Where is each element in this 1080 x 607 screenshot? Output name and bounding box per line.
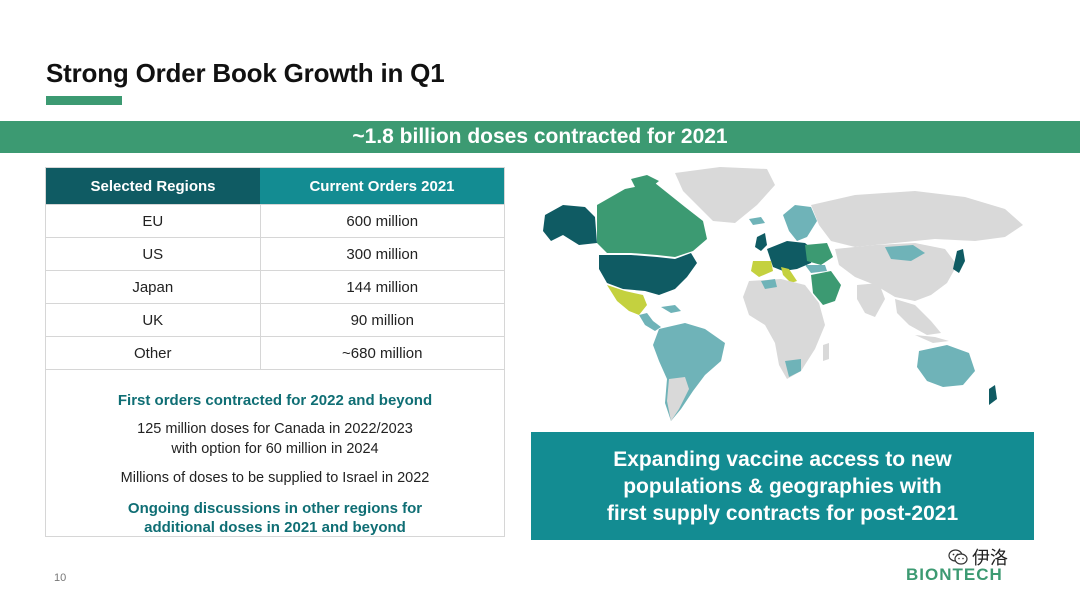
israel-note: Millions of doses to be supplied to Isra…: [120, 470, 430, 486]
page-number: 10: [54, 572, 67, 584]
orders-table: Selected Regions Current Orders 2021 EU …: [46, 168, 504, 370]
orders-cell: 300 million: [260, 237, 504, 271]
table-row: EU 600 million: [46, 204, 504, 238]
map-south-africa: [785, 359, 801, 377]
map-africa: [743, 279, 825, 379]
map-australia: [917, 345, 975, 387]
title-underline: [46, 96, 122, 105]
orders-cell: 600 million: [260, 204, 504, 238]
map-mexico: [607, 285, 647, 315]
map-europe: [767, 241, 815, 271]
wechat-watermark: 伊洛: [948, 544, 1008, 570]
ongoing-note: Ongoing discussions in other regions for…: [46, 499, 504, 537]
map-russia: [811, 191, 1023, 247]
map-middle-east: [811, 271, 841, 305]
map-usa: [599, 253, 697, 295]
map-central-america: [639, 313, 661, 331]
table-row: US 300 million: [46, 237, 504, 271]
header-regions: Selected Regions: [46, 168, 260, 205]
table-header-row: Selected Regions Current Orders 2021: [46, 168, 504, 205]
map-south-america: [653, 323, 725, 421]
watermark-text: 伊洛: [972, 548, 1008, 568]
region-cell: UK: [46, 303, 261, 337]
ongoing-line-1: Ongoing discussions in other regions for: [127, 500, 423, 517]
map-turkey: [805, 265, 827, 273]
orders-cell: 144 million: [260, 270, 504, 304]
ongoing-line-2: additional doses in 2021 and beyond: [144, 519, 406, 536]
table-row: UK 90 million: [46, 303, 504, 337]
map-iceland: [749, 217, 765, 225]
map-india: [857, 283, 885, 317]
world-map: [543, 167, 1023, 421]
map-asia: [835, 243, 957, 301]
map-indonesia: [915, 335, 949, 343]
callout-line-1: Expanding vaccine access to new: [613, 447, 952, 471]
region-cell: US: [46, 237, 261, 271]
region-cell: Other: [46, 336, 261, 370]
table-row: Other ~680 million: [46, 336, 504, 370]
map-caribbean: [661, 305, 681, 313]
orders-cell: 90 million: [260, 303, 504, 337]
table-row: Japan 144 million: [46, 270, 504, 304]
map-mongolia: [885, 245, 925, 261]
map-scandinavia: [783, 205, 817, 241]
canada-line-1: 125 million doses for Canada in 2022/202…: [137, 421, 413, 437]
map-argentina: [667, 377, 689, 421]
wechat-icon: [948, 549, 968, 565]
callout-box: Expanding vaccine access to new populati…: [531, 432, 1034, 540]
region-cell: Japan: [46, 270, 261, 304]
slide-title: Strong Order Book Growth in Q1: [46, 58, 445, 88]
banner-text: ~1.8 billion doses contracted for 2021: [352, 125, 728, 148]
map-se-asia: [895, 299, 941, 335]
table-bottom-rule: [46, 369, 504, 370]
map-italy: [781, 267, 797, 283]
map-iberia: [751, 261, 773, 277]
summary-banner: ~1.8 billion doses contracted for 2021: [0, 121, 1080, 153]
canada-line-2: with option for 60 million in 2024: [171, 441, 379, 457]
orders-panel: [45, 167, 505, 537]
map-north-africa: [761, 279, 777, 289]
callout-line-2: populations & geographies with: [623, 474, 942, 498]
map-canada-islands: [631, 175, 659, 189]
map-uk: [755, 233, 767, 251]
orders-cell: ~680 million: [260, 336, 504, 370]
map-canada: [597, 183, 707, 257]
map-japan: [953, 249, 965, 273]
callout-line-3: first supply contracts for post-2021: [606, 501, 959, 525]
header-orders: Current Orders 2021: [260, 168, 504, 205]
map-greenland: [675, 167, 775, 223]
future-orders-heading: First orders contracted for 2022 and bey…: [117, 392, 433, 409]
biontech-logo: BIONTECH: [906, 565, 1003, 584]
map-alaska: [543, 205, 597, 245]
map-eastern-europe: [805, 243, 833, 265]
canada-note: 125 million doses for Canada in 2022/202…: [46, 419, 504, 459]
region-cell: EU: [46, 204, 261, 238]
map-new-zealand: [989, 385, 997, 405]
map-madagascar: [823, 343, 829, 361]
